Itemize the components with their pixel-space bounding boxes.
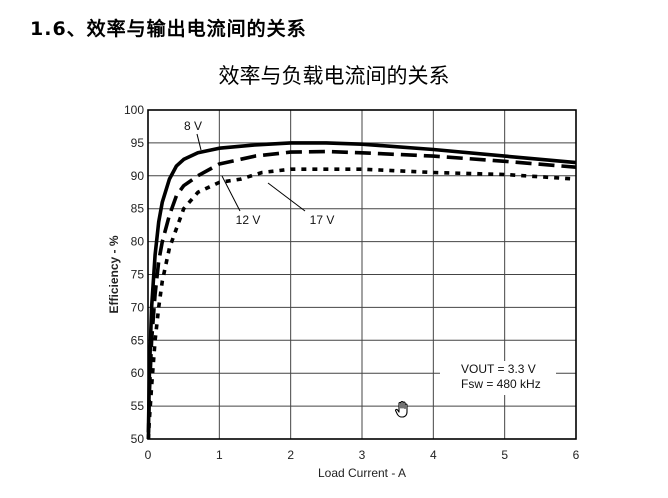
y-tick-label: 95 — [131, 136, 145, 150]
series-line-8v — [146, 141, 577, 433]
y-tick-label: 55 — [131, 399, 145, 413]
x-tick-label: 4 — [430, 448, 437, 462]
y-tick-label: 100 — [124, 103, 144, 117]
series-label-8v: 8 V — [184, 119, 202, 133]
x-tick-label: 6 — [573, 448, 580, 462]
label-leader-line — [221, 175, 241, 212]
y-tick-label: 75 — [131, 268, 145, 282]
label-leader-line — [196, 133, 202, 151]
y-tick-label: 80 — [131, 235, 145, 249]
x-tick-label: 3 — [359, 448, 366, 462]
x-tick-label: 1 — [216, 448, 223, 462]
annotation-line: VOUT = 3.3 V — [461, 362, 536, 376]
label-leader-line — [267, 182, 306, 212]
series-line-12v — [146, 149, 577, 440]
x-tick-label: 2 — [287, 448, 294, 462]
y-axis-label: Efficiency - % — [107, 235, 121, 313]
y-tick-label: 70 — [131, 300, 145, 314]
series-line-17v — [146, 167, 577, 440]
x-tick-label: 0 — [145, 448, 152, 462]
chart-title: 效率与负载电流间的关系 — [218, 64, 450, 88]
hand-cursor-icon — [395, 400, 408, 418]
x-tick-label: 5 — [501, 448, 508, 462]
x-axis-label: Load Current - A — [318, 466, 406, 480]
y-tick-label: 85 — [131, 202, 145, 216]
series-label-17v: 17 V — [310, 213, 335, 227]
y-tick-label: 50 — [131, 432, 145, 446]
annotation-line: Fsw = 480 kHz — [461, 377, 541, 391]
series-label-12v: 12 V — [236, 213, 261, 227]
y-tick-label: 60 — [131, 366, 145, 380]
y-tick-label: 90 — [131, 169, 145, 183]
section-heading: 1.6、效率与输出电流间的关系 — [30, 18, 307, 40]
annotation-box — [440, 361, 556, 395]
y-tick-label: 65 — [131, 333, 145, 347]
plot-frame — [147, 109, 577, 440]
